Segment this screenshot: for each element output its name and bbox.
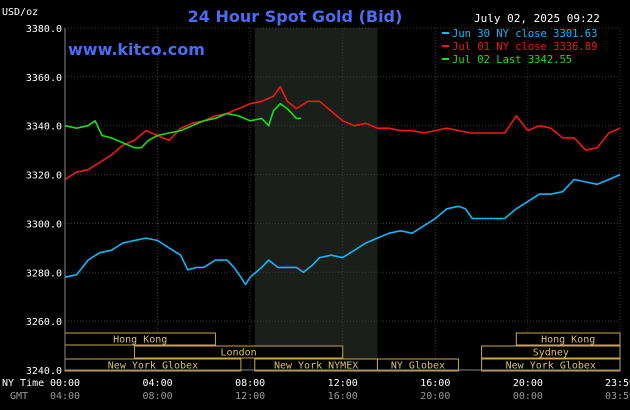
session-bar: Sydney [481, 345, 621, 359]
session-label: New York Globex [108, 361, 198, 372]
y-tick-label: 3260.0 [26, 317, 62, 328]
series-line-3 [64, 102, 302, 149]
session-bar: Hong Kong [64, 332, 216, 346]
nymex-session-shade [254, 28, 378, 370]
x-tick-label-gmt: 20:00 [420, 391, 450, 402]
session-box [133, 345, 344, 359]
x-tick-label-ny: 00:00 [50, 378, 80, 389]
x-tick-label-gmt: 12:00 [235, 391, 265, 402]
legend-entry: Jul 02 Last 3342.55 [442, 54, 572, 66]
series-line-2 [64, 85, 621, 181]
y-tick-label: 3340.0 [26, 122, 62, 133]
datetime-label: July 02, 2025 09:22 [474, 12, 600, 25]
session-label: Hong Kong [541, 335, 595, 346]
x-tick-label-ny: 08:00 [235, 378, 265, 389]
legend-entry: Jul 01 NY close 3336.89 [442, 41, 597, 53]
session-label: Hong Kong [113, 335, 167, 346]
session-label: NY Globex [391, 361, 445, 372]
session-box [515, 332, 621, 346]
session-label: Sydney [533, 348, 569, 359]
y-tick-label: 3380.0 [26, 24, 62, 35]
session-label: New York Globex [506, 361, 596, 372]
x-tick-label-gmt: 03:59 [605, 391, 630, 402]
y-tick-label: 3240.0 [26, 366, 62, 377]
watermark: www.kitco.com [68, 40, 205, 59]
legend-label: Jul 02 Last 3342.55 [452, 54, 572, 66]
x-tick-label-gmt: 16:00 [328, 391, 358, 402]
session-label: London [221, 348, 257, 359]
x-tick-label-ny: 12:00 [328, 378, 358, 389]
y-tick-label: 3320.0 [26, 171, 62, 182]
session-box [481, 345, 621, 359]
x-tick-label-ny: 20:00 [513, 378, 543, 389]
x-tick-label-gmt: 08:00 [143, 391, 173, 402]
session-bar: Hong Kong [515, 332, 621, 346]
legend-label: Jun 30 NY close 3301.63 [452, 28, 597, 40]
x-tick-label-gmt: 00:00 [513, 391, 543, 402]
y-unit-label: USD/oz [2, 7, 38, 18]
x-tick-label-ny: 23:59 [605, 378, 630, 389]
session-bar: New York Globex [481, 358, 621, 372]
y-tick-label: 3300.0 [26, 219, 62, 230]
session-label: New York NYMEX [274, 361, 358, 372]
x-tick-label-ny: 04:00 [143, 378, 173, 389]
x-tick-label-ny: 16:00 [420, 378, 450, 389]
y-tick-label: 3360.0 [26, 73, 62, 84]
x-tick-label-gmt: 04:00 [50, 391, 80, 402]
legend-entry: Jun 30 NY close 3301.63 [442, 28, 597, 40]
session-box [481, 358, 621, 372]
y-tick-label: 3280.0 [26, 268, 62, 279]
session-bar: London [133, 345, 344, 359]
legend-label: Jul 01 NY close 3336.89 [452, 41, 597, 53]
session-bar: NY Globex [376, 358, 459, 372]
series-line-1 [64, 173, 621, 286]
gmt-label: GMT [10, 391, 28, 402]
ny-time-label: NY Time [2, 378, 44, 389]
chart-title: 24 Hour Spot Gold (Bid) [188, 7, 403, 26]
session-box [376, 358, 459, 372]
